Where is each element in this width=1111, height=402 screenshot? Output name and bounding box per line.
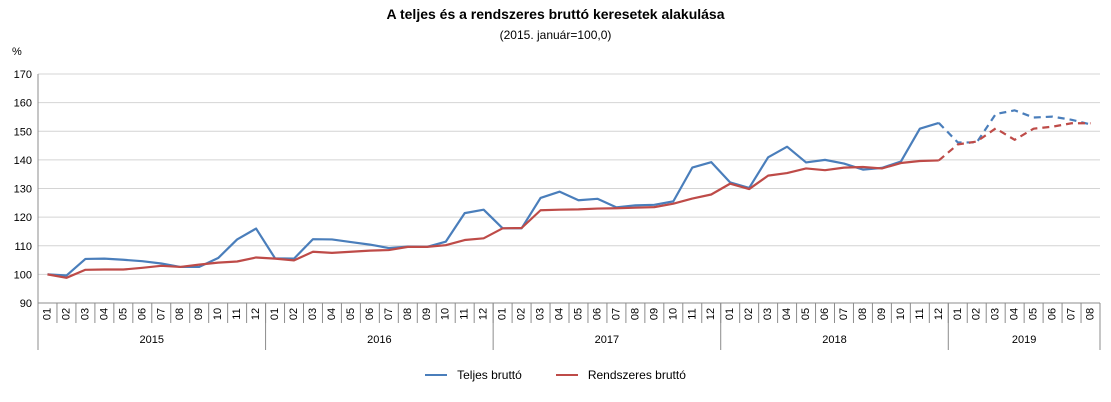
- x-tick-label: 05: [800, 308, 812, 320]
- x-tick-label: 07: [155, 308, 167, 320]
- year-label-2016: 2016: [367, 334, 391, 346]
- y-tick-label: 130: [14, 184, 32, 196]
- x-tick-label: 10: [212, 308, 224, 320]
- series-line-dashed-0: [938, 109, 1091, 144]
- series-line-0: [47, 121, 940, 277]
- x-tick-label: 04: [98, 308, 110, 320]
- x-tick-label: 09: [421, 308, 433, 320]
- x-tick-label: 02: [743, 308, 755, 320]
- x-tick-label: 09: [876, 308, 888, 320]
- x-tick-label: 11: [686, 308, 698, 319]
- x-tick-label: 10: [667, 308, 679, 320]
- legend-item-rendszeres: Rendszeres bruttó: [555, 368, 686, 382]
- x-tick-label: 01: [724, 308, 736, 320]
- x-tick-label: 10: [895, 308, 907, 320]
- x-tick-label: 02: [971, 308, 983, 320]
- x-tick-label: 01: [952, 308, 964, 320]
- y-tick-label: 90: [20, 298, 32, 310]
- y-tick-label: 160: [14, 98, 32, 110]
- x-tick-label: 07: [610, 308, 622, 320]
- y-tick-label: 140: [14, 155, 32, 167]
- y-tick-label: 150: [14, 126, 32, 138]
- x-tick-label: 06: [1047, 308, 1059, 320]
- x-tick-label: 07: [383, 308, 395, 320]
- year-label-2017: 2017: [595, 334, 619, 346]
- x-tick-label: 02: [288, 308, 300, 320]
- y-tick-label: 100: [14, 269, 32, 281]
- x-tick-label: 03: [990, 308, 1002, 320]
- year-label-2019: 2019: [1012, 334, 1036, 346]
- x-tick-label: 02: [60, 308, 72, 320]
- x-tick-label: 05: [1028, 308, 1040, 320]
- series-line-1: [47, 159, 939, 279]
- x-tick-label: 08: [174, 308, 186, 320]
- year-label-2015: 2015: [140, 334, 164, 346]
- y-tick-label: 110: [14, 241, 32, 253]
- x-tick-label: 08: [629, 308, 641, 320]
- x-tick-label: 02: [516, 308, 528, 320]
- x-tick-label: 05: [117, 308, 129, 320]
- x-tick-label: 04: [326, 308, 338, 320]
- x-tick-label: 12: [250, 308, 262, 320]
- x-tick-label: 06: [136, 308, 148, 320]
- x-tick-label: 05: [572, 308, 584, 320]
- x-tick-label: 08: [402, 308, 414, 320]
- chart-subtitle: (2015. január=100,0): [499, 28, 612, 42]
- x-tick-label: 03: [79, 308, 91, 320]
- legend-label-rendszeres: Rendszeres bruttó: [587, 368, 686, 382]
- y-axis-unit-label: %: [12, 46, 22, 58]
- x-tick-label: 03: [762, 308, 774, 320]
- x-tick-label: 09: [193, 308, 205, 320]
- x-tick-label: 08: [857, 308, 869, 320]
- x-tick-label: 12: [478, 308, 490, 320]
- x-tick-label: 04: [781, 308, 793, 320]
- year-label-2018: 2018: [822, 334, 846, 346]
- legend: Teljes bruttó Rendszeres bruttó: [0, 368, 1111, 382]
- x-tick-label: 06: [591, 308, 603, 320]
- x-tick-label: 11: [231, 308, 243, 319]
- x-tick-label: 01: [41, 308, 53, 320]
- x-tick-label: 09: [648, 308, 660, 320]
- x-tick-label: 12: [705, 308, 717, 320]
- y-tick-label: 120: [14, 212, 32, 224]
- x-tick-label: 11: [914, 308, 926, 319]
- x-tick-label: 05: [345, 308, 357, 320]
- x-tick-label: 04: [554, 308, 566, 320]
- x-tick-label: 07: [838, 308, 850, 320]
- series-line-dashed-1: [938, 122, 1091, 162]
- legend-swatch-rendszeres: [555, 374, 578, 376]
- x-tick-label: 10: [440, 308, 452, 320]
- x-tick-label: 12: [933, 308, 945, 320]
- x-tick-label: 03: [307, 308, 319, 320]
- x-tick-label: 04: [1009, 308, 1021, 320]
- x-tick-label: 08: [1085, 308, 1097, 320]
- chart-title: A teljes és a rendszeres bruttó keresete…: [386, 6, 725, 22]
- legend-label-teljes: Teljes bruttó: [457, 368, 522, 382]
- x-tick-label: 07: [1066, 308, 1078, 320]
- legend-swatch-teljes: [425, 374, 448, 376]
- y-tick-label: 170: [14, 69, 32, 81]
- x-tick-label: 06: [819, 308, 831, 320]
- x-tick-label: 06: [364, 308, 376, 320]
- x-tick-label: 11: [459, 308, 471, 319]
- x-tick-label: 01: [269, 308, 281, 320]
- legend-item-teljes: Teljes bruttó: [425, 368, 522, 382]
- x-tick-label: 01: [497, 308, 509, 320]
- x-tick-label: 03: [535, 308, 547, 320]
